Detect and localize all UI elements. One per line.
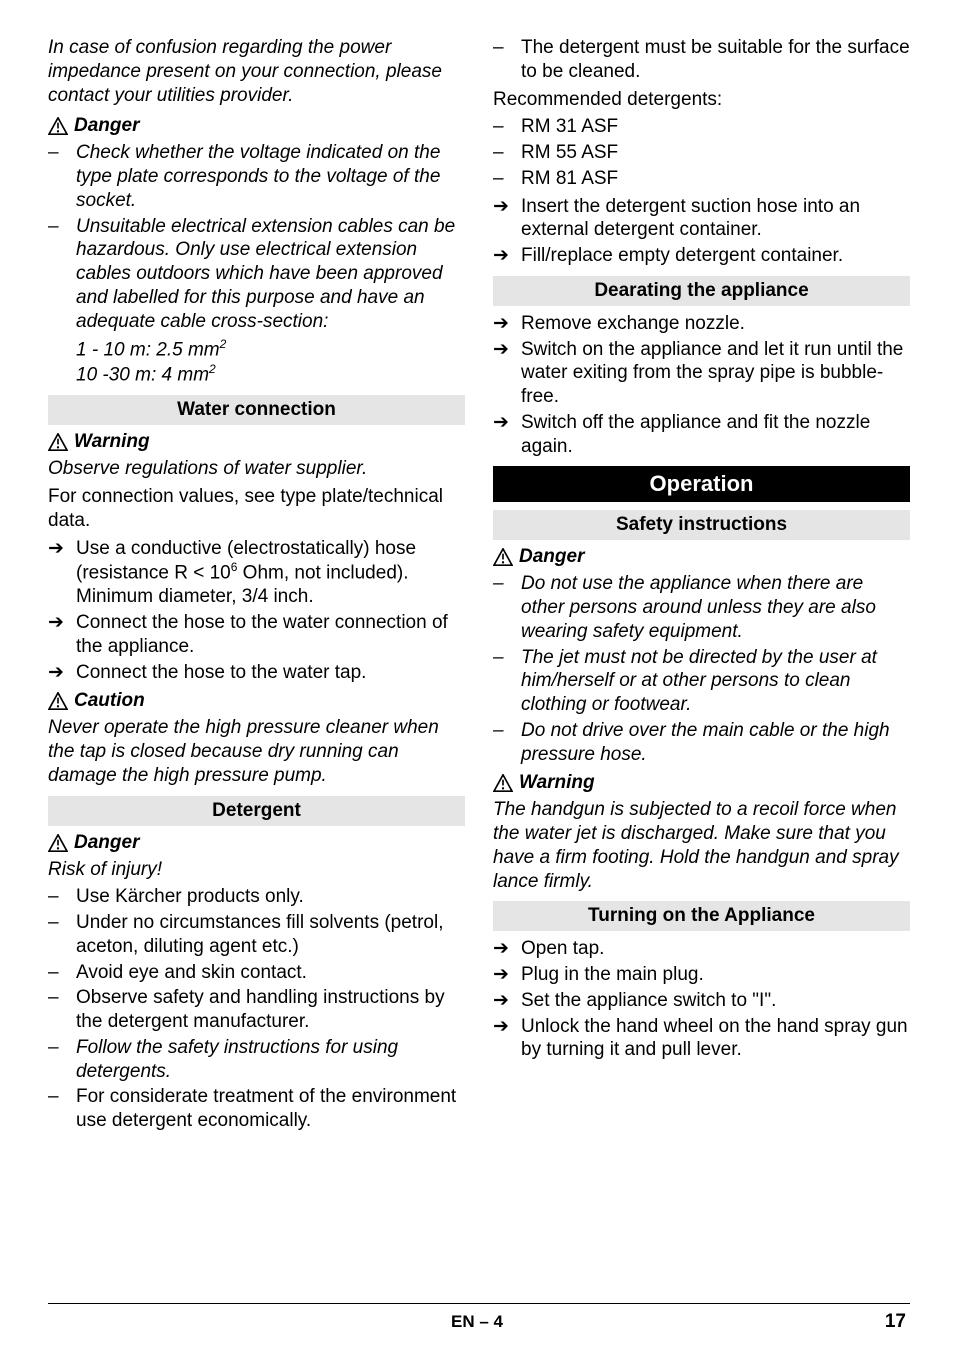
section-turning-on: Turning on the Appliance (493, 901, 910, 931)
warning-heading-1: Warning (48, 431, 465, 453)
footer-page-number: 17 (885, 1311, 906, 1333)
dearating-arrow-list: Remove exchange nozzle.Switch on the app… (493, 312, 910, 459)
list-item: Do not drive over the main cable or the … (493, 719, 910, 767)
list-item: Remove exchange nozzle. (493, 312, 910, 336)
list-item: The detergent must be suitable for the s… (493, 36, 910, 84)
list-item: Unsuitable electrical extension cables c… (48, 215, 465, 334)
warning-label: Warning (74, 431, 150, 453)
danger-list-3: Do not use the appliance when there are … (493, 572, 910, 766)
recommended-list: RM 31 ASFRM 55 ASFRM 81 ASF (493, 115, 910, 190)
warning-triangle-icon (48, 834, 68, 852)
warning-heading-2: Warning (493, 772, 910, 794)
list-item: Avoid eye and skin contact. (48, 961, 465, 985)
turning-arrow-list: Open tap.Plug in the main plug.Set the a… (493, 937, 910, 1062)
detergent-suitable-list: The detergent must be suitable for the s… (493, 36, 910, 84)
list-item: Under no circumstances fill solvents (pe… (48, 911, 465, 959)
list-item: RM 81 ASF (493, 167, 910, 191)
column-right: The detergent must be suitable for the s… (493, 36, 910, 1276)
list-item: Open tap. (493, 937, 910, 961)
list-item: The jet must not be directed by the user… (493, 646, 910, 717)
section-detergent: Detergent (48, 796, 465, 826)
cable-spec-1: 1 - 10 m: 2.5 mm2 (48, 337, 465, 362)
water-arrow-list: Use a conductive (electrostatically) hos… (48, 537, 465, 685)
list-item: Use Kärcher products only. (48, 885, 465, 909)
danger-heading-2: Danger (48, 832, 465, 854)
list-item: Switch off the appliance and fit the noz… (493, 411, 910, 459)
list-item: Use a conductive (electrostatically) hos… (48, 537, 465, 610)
section-operation: Operation (493, 466, 910, 502)
warning-triangle-icon (493, 774, 513, 792)
section-safety: Safety instructions (493, 510, 910, 540)
caution-label: Caution (74, 690, 145, 712)
list-item: Insert the detergent suction hose into a… (493, 195, 910, 243)
list-item: Connect the hose to the water connection… (48, 611, 465, 659)
detergent-arrow-list: Insert the detergent suction hose into a… (493, 195, 910, 268)
list-item: Switch on the appliance and let it run u… (493, 338, 910, 409)
list-item: Follow the safety instructions for using… (48, 1036, 465, 1084)
list-item: RM 55 ASF (493, 141, 910, 165)
spec-text: 1 - 10 m: 2.5 mm (76, 340, 220, 361)
list-item: Observe safety and handling instructions… (48, 986, 465, 1034)
list-item: Fill/replace empty detergent container. (493, 244, 910, 268)
intro-paragraph: In case of confusion regarding the power… (48, 36, 465, 107)
recommended-label: Recommended detergents: (493, 88, 910, 112)
detergent-list: Use Kärcher products only.Under no circu… (48, 885, 465, 1133)
list-item: Do not use the appliance when there are … (493, 572, 910, 643)
list-item: Set the appliance switch to "I". (493, 989, 910, 1013)
footer-rule (48, 1303, 910, 1304)
footer-center: EN – 4 (451, 1312, 503, 1332)
danger-label: Danger (74, 115, 139, 137)
section-water-connection: Water connection (48, 395, 465, 425)
warning-triangle-icon (48, 433, 68, 451)
list-item: Plug in the main plug. (493, 963, 910, 987)
column-left: In case of confusion regarding the power… (48, 36, 465, 1276)
danger-label: Danger (74, 832, 139, 854)
list-item: Connect the hose to the water tap. (48, 661, 465, 685)
connection-values-line: For connection values, see type plate/te… (48, 485, 465, 533)
warning-triangle-icon (48, 692, 68, 710)
footer: EN – 4 17 (0, 1312, 954, 1332)
list-item: Unlock the hand wheel on the hand spray … (493, 1015, 910, 1063)
columns: In case of confusion regarding the power… (48, 36, 910, 1276)
section-dearating: Dearating the appliance (493, 276, 910, 306)
danger-heading-3: Danger (493, 546, 910, 568)
spec-sup: 2 (209, 362, 216, 376)
danger-label: Danger (519, 546, 584, 568)
cable-spec-2: 10 -30 m: 4 mm2 (48, 362, 465, 387)
page: In case of confusion regarding the power… (0, 0, 954, 1354)
caution-heading-1: Caution (48, 690, 465, 712)
danger-heading-1: Danger (48, 115, 465, 137)
list-item: RM 31 ASF (493, 115, 910, 139)
spec-text: 10 -30 m: 4 mm (76, 365, 209, 386)
danger-list-1: Check whether the voltage indicated on t… (48, 141, 465, 333)
caution-text: Never operate the high pressure cleaner … (48, 716, 465, 787)
warning-supplier-line: Observe regulations of water supplier. (48, 457, 465, 481)
warning-label: Warning (519, 772, 595, 794)
risk-of-injury: Risk of injury! (48, 858, 465, 882)
list-item: For considerate treatment of the environ… (48, 1085, 465, 1133)
spec-sup: 2 (220, 337, 227, 351)
warning-recoil-text: The handgun is subjected to a recoil for… (493, 798, 910, 893)
warning-triangle-icon (48, 117, 68, 135)
warning-triangle-icon (493, 548, 513, 566)
list-item: Check whether the voltage indicated on t… (48, 141, 465, 212)
